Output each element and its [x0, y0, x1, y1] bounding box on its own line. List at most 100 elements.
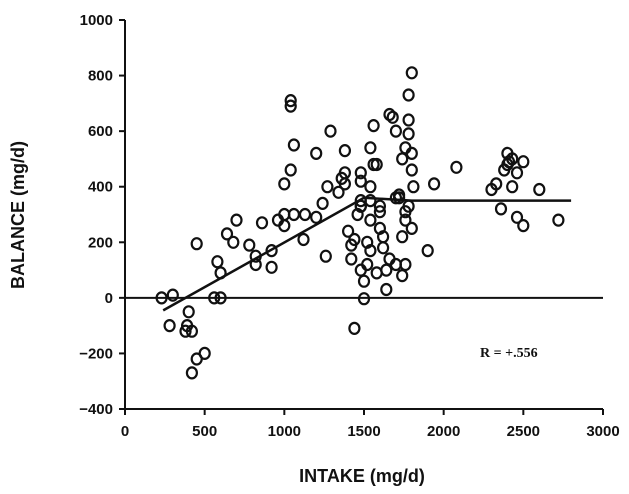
data-point — [249, 249, 262, 263]
data-point — [249, 257, 262, 272]
data-point — [345, 252, 358, 266]
data-point — [287, 138, 300, 152]
data-point — [220, 227, 234, 241]
data-point — [354, 199, 367, 213]
data-point — [310, 146, 323, 160]
data-point — [364, 213, 377, 227]
data-point — [310, 210, 323, 224]
data-point — [402, 113, 415, 127]
data-point — [230, 213, 243, 227]
data-point — [324, 124, 337, 138]
data-point — [284, 93, 297, 108]
data-point — [389, 124, 402, 138]
data-point — [450, 160, 463, 174]
data-point — [386, 110, 399, 124]
data-point — [399, 257, 412, 272]
data-point — [265, 260, 278, 274]
data-point — [278, 177, 291, 191]
data-point — [332, 185, 345, 199]
data-point — [348, 232, 361, 247]
data-point — [182, 305, 195, 319]
data-point — [155, 291, 168, 305]
y-tick-label: −200 — [79, 345, 113, 362]
data-point — [354, 174, 367, 188]
data-point — [552, 213, 565, 227]
data-point — [405, 146, 418, 160]
y-tick-label: 1000 — [80, 12, 113, 29]
data-point — [494, 202, 508, 216]
data-point — [179, 324, 192, 338]
data-point — [357, 292, 371, 306]
data-point — [166, 288, 179, 302]
data-point — [399, 213, 412, 227]
data-point — [364, 244, 377, 258]
correlation-annotation: R = +.556 — [480, 346, 538, 361]
data-point — [338, 144, 351, 158]
y-axis-label: BALANCE (mg/d) — [8, 141, 28, 289]
data-point — [163, 319, 176, 333]
x-tick-label: 1500 — [347, 423, 380, 440]
data-point — [361, 257, 374, 272]
data-point — [407, 180, 420, 194]
data-point — [214, 266, 227, 280]
data-point — [377, 241, 390, 255]
data-point — [402, 127, 415, 141]
data-point — [370, 266, 383, 280]
y-tick-label: 600 — [88, 123, 113, 140]
data-point — [506, 180, 519, 194]
data-point — [208, 291, 221, 305]
data-point — [517, 155, 530, 169]
data-point — [348, 321, 361, 335]
data-point — [298, 207, 312, 222]
data-point — [405, 66, 418, 80]
data-point — [198, 346, 211, 360]
tick-labels: 0 500 1000 1500 2000 2500 30001000800600400200… — [79, 12, 619, 440]
data-point — [316, 196, 329, 210]
data-point — [255, 216, 269, 230]
axes — [119, 19, 604, 415]
y-tick-label: −400 — [79, 401, 113, 418]
data-point — [405, 163, 418, 177]
x-tick-label: 0 — [121, 423, 129, 440]
y-tick-label: 200 — [88, 234, 113, 251]
data-point — [402, 88, 415, 102]
data-point — [370, 157, 383, 172]
y-tick-label: 400 — [88, 179, 113, 196]
data-point — [321, 180, 334, 194]
data-point — [265, 244, 278, 258]
data-point — [354, 166, 367, 180]
data-point — [380, 263, 393, 277]
data-point — [428, 177, 441, 191]
data-point — [373, 205, 386, 219]
x-tick-label: 2000 — [427, 423, 460, 440]
data-point — [506, 152, 519, 166]
data-point — [421, 244, 434, 258]
data-point — [396, 230, 409, 244]
data-point — [185, 324, 198, 338]
data-point — [342, 224, 355, 238]
x-axis-label: INTAKE (mg/d) — [299, 466, 425, 486]
data-point — [373, 199, 386, 213]
data-point — [364, 180, 377, 194]
data-point — [364, 194, 377, 208]
data-point — [211, 255, 224, 269]
data-point — [357, 274, 371, 288]
data-point — [533, 182, 546, 197]
data-point — [377, 230, 390, 244]
data-point — [517, 219, 530, 233]
data-point — [396, 269, 409, 283]
x-tick-label: 2500 — [507, 423, 540, 440]
data-points — [155, 66, 565, 380]
data-point — [227, 235, 240, 249]
y-tick-label: 0 — [105, 290, 113, 307]
data-point — [243, 238, 256, 252]
data-point — [284, 163, 297, 177]
data-point — [284, 99, 297, 113]
data-point — [396, 152, 409, 166]
data-point — [510, 210, 524, 224]
data-point — [490, 177, 503, 191]
data-point — [297, 232, 310, 247]
x-tick-label: 1000 — [268, 423, 301, 440]
data-point — [185, 366, 198, 380]
